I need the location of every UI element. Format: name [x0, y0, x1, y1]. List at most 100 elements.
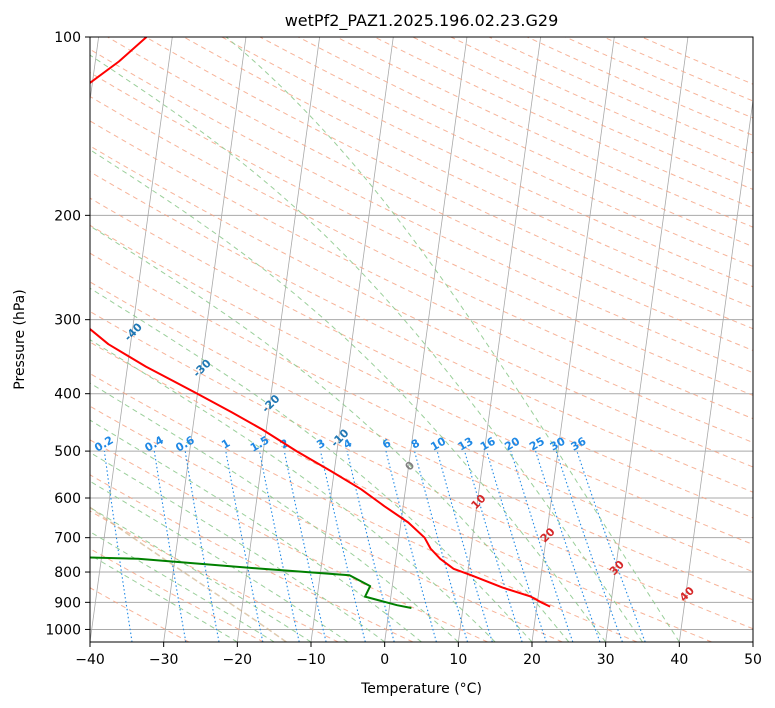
mixing-ratio-line — [153, 451, 187, 642]
moist-adiabat-line — [90, 554, 238, 642]
dry-adiabat-line — [183, 37, 753, 309]
dry-adiabat-line — [90, 281, 753, 601]
dry-adiabat-line — [145, 37, 753, 330]
mixing-ratio-line — [555, 450, 623, 642]
isotherm-line — [752, 639, 753, 642]
mixing-ratio-line — [535, 450, 601, 642]
dry-adiabat-line — [90, 171, 753, 493]
y-tick-label: 400 — [54, 387, 81, 403]
dry-adiabat-label: -30 — [190, 357, 213, 380]
isotherm-line — [531, 37, 615, 642]
x-tick-label: 0 — [380, 652, 389, 668]
dry-adiabat-line — [259, 37, 753, 268]
y-tick-label: 200 — [54, 208, 81, 224]
dry-adiabat-label: 10 — [469, 492, 489, 512]
dry-adiabat-line — [90, 48, 753, 374]
mixing-ratio-line — [464, 450, 523, 642]
mixing-ratio-label: 1 — [219, 437, 232, 452]
temperature-profile-line — [90, 37, 551, 608]
dry-adiabat-line — [90, 120, 753, 444]
dry-adiabat-line — [90, 405, 563, 642]
mixing-ratio-line — [413, 450, 469, 642]
x-tick-label: 30 — [597, 652, 615, 668]
dry-adiabat-line — [336, 37, 753, 228]
dry-adiabat-line — [90, 510, 339, 642]
x-axis-title: Temperature (°C) — [360, 681, 482, 697]
dry-adiabat-line — [450, 37, 753, 172]
x-tick-label: −20 — [223, 652, 253, 668]
dry-adiabat-label: 30 — [607, 558, 627, 578]
moist-adiabat-line — [90, 149, 607, 642]
adiabat-labels: 0.10.20.40.611.52346810131620253036-100-… — [0, 237, 697, 604]
moist-adiabat-line — [90, 287, 533, 642]
moist-adiabat-line — [90, 531, 275, 642]
background-lines — [90, 37, 753, 642]
y-axis-title: Pressure (hPa) — [12, 289, 28, 389]
isotherm-line — [90, 37, 173, 642]
dry-adiabat-line — [565, 37, 753, 119]
dry-adiabat-line — [641, 37, 753, 85]
isotherm-line — [457, 37, 542, 642]
y-tick-label: 300 — [54, 313, 81, 329]
mixing-ratio-line — [486, 450, 547, 642]
sounding-profiles — [90, 37, 551, 609]
moist-adiabat-line — [90, 451, 385, 642]
dry-adiabat-line — [90, 197, 753, 519]
dry-adiabat-line — [107, 37, 753, 352]
mixing-ratio-line — [258, 450, 300, 642]
dry-adiabat-line — [374, 37, 753, 209]
dry-adiabat-line — [90, 252, 753, 573]
chart-title: wetPf2_PAZ1.2025.196.02.23.G29 — [285, 11, 559, 31]
y-tick-label: 600 — [54, 491, 81, 507]
y-tick-label: 500 — [54, 444, 81, 460]
moist-adiabat-line — [90, 225, 570, 642]
moist-adiabat-line — [90, 480, 349, 642]
isotherm-line — [384, 37, 468, 642]
moist-adiabat-line — [90, 339, 496, 642]
mixing-ratio-line — [436, 450, 493, 642]
x-tick-label: −40 — [75, 652, 105, 668]
moist-adiabat-line — [90, 506, 312, 642]
dry-adiabat-label: -50 — [53, 280, 76, 303]
mixing-ratio-label: 6 — [380, 436, 393, 451]
x-tick-label: 20 — [523, 652, 541, 668]
dewpoint-profile-line — [90, 556, 412, 609]
dry-adiabat-line — [90, 341, 712, 642]
dry-adiabat-label: -60 — [0, 237, 9, 260]
x-tick-label: 50 — [744, 652, 762, 668]
isotherm-line — [90, 37, 100, 104]
y-tick-label: 100 — [54, 30, 81, 46]
mixing-ratio-line — [346, 450, 395, 642]
dry-adiabat-line — [488, 37, 753, 154]
plot-frame — [89, 36, 754, 643]
isotherm-line — [236, 37, 321, 642]
moist-adiabat-line — [90, 54, 643, 642]
x-tick-label: 10 — [449, 652, 467, 668]
moist-adiabat-line — [90, 419, 422, 642]
dry-adiabat-line — [90, 224, 753, 546]
y-tick-label: 700 — [54, 531, 81, 547]
mixing-ratio-line — [283, 450, 327, 642]
isotherm-line — [163, 37, 247, 642]
dry-adiabat-line — [90, 311, 753, 630]
isotherm-line — [605, 37, 689, 642]
y-tick-label: 900 — [54, 595, 81, 611]
dry-adiabat-line — [90, 474, 414, 642]
axis-ticks: −40 −30 −20 −10 0 10 20 30 40 50 100 200 300 400 500 60… — [45, 30, 762, 668]
dry-adiabat-label: 20 — [538, 525, 558, 545]
x-tick-label: −10 — [296, 652, 326, 668]
moist-adiabat-line — [225, 37, 680, 642]
dry-adiabat-label: 40 — [677, 584, 697, 604]
x-tick-label: −30 — [149, 652, 179, 668]
mixing-ratio-line — [103, 451, 133, 642]
dry-adiabat-line — [90, 373, 638, 642]
mixing-ratio-line — [184, 451, 220, 642]
dry-adiabat-line — [221, 37, 753, 288]
dry-adiabat-line — [90, 439, 488, 642]
y-tick-label: 800 — [54, 565, 81, 581]
mixing-ratio-line — [225, 451, 264, 642]
mixing-ratio-label: 3 — [314, 437, 327, 452]
dry-adiabat-label: -40 — [122, 320, 145, 343]
mixing-ratio-line — [319, 450, 366, 642]
